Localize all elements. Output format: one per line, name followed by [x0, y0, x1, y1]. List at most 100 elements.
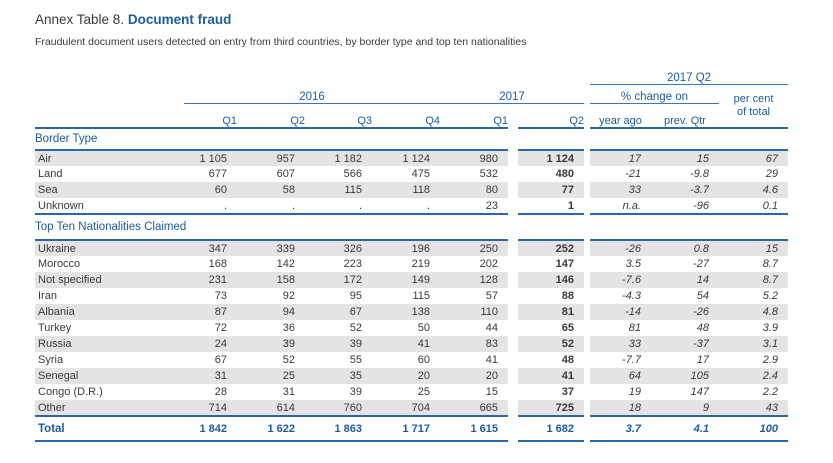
cell-q1-2016: 60	[184, 182, 237, 198]
cell-q2-2017: 88	[561, 290, 574, 302]
cell-q3-2016: 172	[305, 272, 372, 288]
column-group-2017: 2017	[440, 84, 584, 104]
column-spacer	[508, 214, 518, 240]
column-spacer	[508, 150, 518, 166]
row-label: Albania	[35, 304, 184, 320]
cell-q4-2016: 196	[372, 240, 440, 256]
cell-q2-2017: 37	[561, 386, 574, 398]
cell-q1-2017: 202	[479, 258, 498, 270]
row-label: Not specified	[35, 272, 184, 288]
cell-q2-2017: 81	[518, 304, 584, 320]
cell-q1-2017: 532	[479, 168, 498, 180]
cell-q1-2016: 28	[214, 386, 227, 398]
cell-q4-2016: 60	[417, 354, 430, 366]
cell-q2-2017: 252	[518, 240, 584, 256]
cell-q3-2016: 39	[305, 336, 372, 352]
table-title-emphasis: Document fraud	[127, 12, 232, 27]
cell-pct-of-total: 29	[765, 168, 779, 180]
section-rule	[518, 213, 584, 241]
cell-q1-2016: 231	[184, 272, 237, 288]
cell-q4-2016: 149	[372, 272, 440, 288]
row-label: Other	[35, 400, 184, 416]
cell-q1-2017: 110	[440, 304, 508, 320]
table-row: Air 1 105 957 1 182 1 124 980 1 124 17 15 67	[35, 150, 789, 166]
cell-q3-2016: 566	[343, 168, 362, 180]
cell-q1-2016: 67	[214, 354, 227, 366]
header-spacer	[508, 103, 518, 128]
cell-pct-prev-qtr: 15	[651, 150, 719, 166]
column-header-q2-2017: Q2	[518, 103, 584, 129]
cell-q2-2016: 158	[237, 272, 305, 288]
row-label: Sea	[35, 182, 184, 198]
cell-q2-2016: .	[291, 199, 295, 212]
column-spacer	[584, 400, 590, 416]
total-label: Total	[35, 415, 184, 442]
column-spacer	[508, 240, 518, 256]
cell-q1-2016: 24	[184, 336, 237, 352]
cell-q2-2017: 65	[561, 322, 574, 334]
cell-q2-2016: 339	[237, 240, 305, 256]
table-row: Congo (D.R.) 28 31 39 25 15 37 19 147 2.2	[35, 384, 788, 400]
cell-q2-2016: 31	[282, 386, 295, 398]
section-title: Border Type	[35, 128, 508, 151]
column-header-q3-2016: Q3	[305, 103, 372, 129]
column-spacer	[508, 272, 518, 288]
column-header-q2-2016: Q2	[237, 103, 305, 129]
row-label: Unknown	[38, 199, 84, 212]
table-row: Turkey 72 36 52 50 44 65 81 48 3.9	[35, 320, 788, 336]
cell-q2-2016: 52	[282, 354, 295, 366]
cell-q4-2016: 475	[411, 168, 430, 180]
table-subtitle: Fraudulent document users detected on en…	[35, 36, 527, 48]
cell-q3-2016: 223	[343, 258, 362, 270]
cell-q4-2016: 1 717	[372, 415, 440, 442]
column-spacer	[508, 336, 518, 352]
column-spacer	[584, 150, 590, 166]
column-spacer	[584, 182, 590, 198]
cell-q1-2017: 57	[485, 290, 498, 302]
cell-q4-2016: 138	[372, 304, 440, 320]
cell-pct-of-total: 3.1	[719, 336, 789, 352]
cell-q3-2016: 1 182	[305, 150, 372, 166]
cell-q2-2017: 146	[518, 272, 584, 288]
column-spacer	[508, 128, 518, 150]
cell-q3-2016: 326	[305, 240, 372, 256]
cell-pct-year-ago: -14	[590, 304, 651, 320]
cell-pct-year-ago: -7.7	[622, 354, 641, 366]
cell-q1-2017: 23	[485, 199, 498, 212]
cell-pct-prev-qtr: -96	[693, 199, 709, 212]
cell-pct-prev-qtr: -26	[651, 304, 719, 320]
cell-pct-prev-qtr: 54	[696, 290, 709, 302]
cell-q2-2016: 94	[237, 304, 305, 320]
cell-q3-2016: .	[358, 199, 362, 212]
cell-q3-2016: 55	[349, 354, 362, 366]
column-spacer	[508, 256, 518, 272]
cell-pct-prev-qtr: -9.8	[690, 168, 709, 180]
cell-q2-2017: 41	[518, 368, 584, 384]
cell-pct-year-ago: -26	[590, 240, 651, 256]
cell-q1-2017: 41	[485, 354, 498, 366]
cell-q1-2017: 250	[440, 240, 508, 256]
cell-pct-prev-qtr: -37	[651, 336, 719, 352]
table-row: Senegal 31 25 35 20 20 41 64 105 2.4	[35, 368, 789, 384]
cell-q4-2016: 219	[411, 258, 430, 270]
row-label: Air	[35, 150, 184, 166]
cell-pct-prev-qtr: -27	[693, 258, 709, 270]
section-rule	[590, 213, 789, 241]
cell-q1-2016: .	[223, 199, 227, 212]
column-spacer	[508, 304, 518, 320]
cell-q4-2016: 20	[372, 368, 440, 384]
cell-q1-2016: 87	[184, 304, 237, 320]
cell-q2-2017: 147	[555, 258, 574, 270]
cell-q2-2016: 36	[282, 322, 295, 334]
row-label: Congo (D.R.)	[38, 386, 103, 398]
cell-pct-of-total: 5.2	[762, 290, 779, 302]
cell-q2-2016: 58	[237, 182, 305, 198]
cell-pct-of-total: 100	[719, 415, 789, 442]
cell-q1-2017: 20	[440, 368, 508, 384]
column-spacer	[508, 320, 518, 336]
column-header-year-ago: year ago	[590, 103, 651, 129]
column-spacer	[584, 304, 590, 320]
column-group-2017q2: 2017 Q2	[590, 58, 789, 85]
cell-pct-prev-qtr: 9	[651, 400, 719, 416]
